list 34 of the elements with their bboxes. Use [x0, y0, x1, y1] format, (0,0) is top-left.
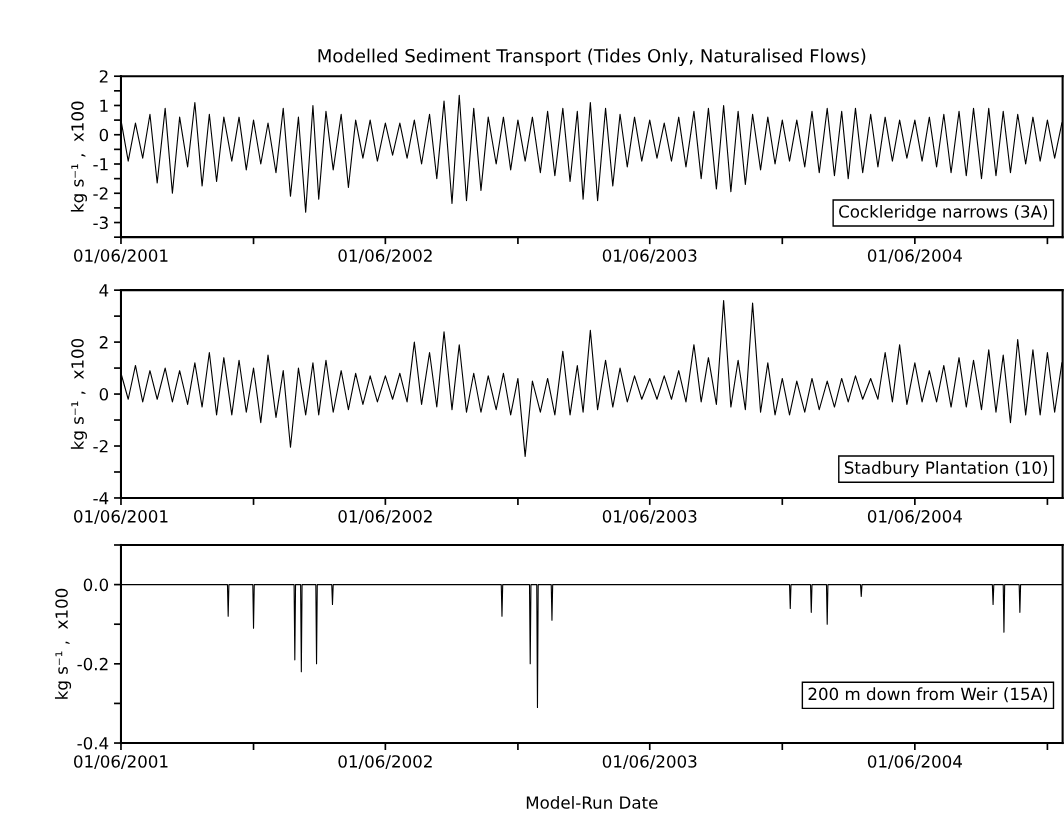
y-tick-label: -0.2: [77, 657, 108, 671]
y-axis-title: kg s⁻¹ , x100: [70, 338, 87, 449]
x-tick-label: 01/06/2001: [74, 755, 168, 770]
annotation: Stadbury Plantation (10): [844, 461, 1048, 478]
y-tick-label: -2: [93, 439, 108, 453]
x-tick-label: 01/06/2004: [867, 755, 962, 770]
x-tick-label: 01/06/2002: [338, 510, 432, 524]
y-tick-label: -4: [93, 492, 109, 505]
x-tick-label: 01/06/2003: [602, 510, 697, 524]
y-tick-label: 1: [100, 99, 108, 112]
y-tick-label: -1: [93, 158, 108, 171]
x-tick-label: 01/06/2002: [338, 249, 432, 264]
x-tick-label: 01/06/2003: [602, 249, 697, 264]
y-tick-label: -2: [93, 187, 108, 200]
x-tick-label: 01/06/2001: [74, 510, 168, 524]
y-axis-title: kg s⁻¹ , x100: [70, 101, 87, 212]
y-tick-label: 0: [99, 388, 109, 401]
x-axis-title: Model-Run Date: [526, 795, 658, 809]
y-tick-label: 0: [99, 128, 109, 142]
y-tick-label: 2: [99, 336, 108, 349]
x-tick-label: 01/06/2001: [74, 249, 168, 264]
x-tick-label: 01/06/2003: [602, 755, 697, 770]
x-tick-label: 01/06/2004: [867, 510, 962, 524]
y-tick-label: 4: [99, 284, 109, 297]
annotation: 200 m down from Weir (15A): [808, 687, 1048, 703]
annotation: Cockleridge narrows (3A): [839, 204, 1048, 222]
y-tick-label: -3: [93, 216, 108, 230]
x-tick-label: 01/06/2002: [338, 755, 432, 770]
y-tick-label: -0.4: [77, 737, 109, 750]
y-tick-label: 2: [99, 70, 108, 83]
y-axis-title: kg s⁻¹ , x100: [54, 588, 72, 699]
y-tick-label: 0.0: [83, 578, 109, 592]
x-tick-label: 01/06/2004: [867, 249, 962, 264]
chart-title: Modelled Sediment Transport (Tides Only, Naturalised Flows): [318, 48, 866, 67]
